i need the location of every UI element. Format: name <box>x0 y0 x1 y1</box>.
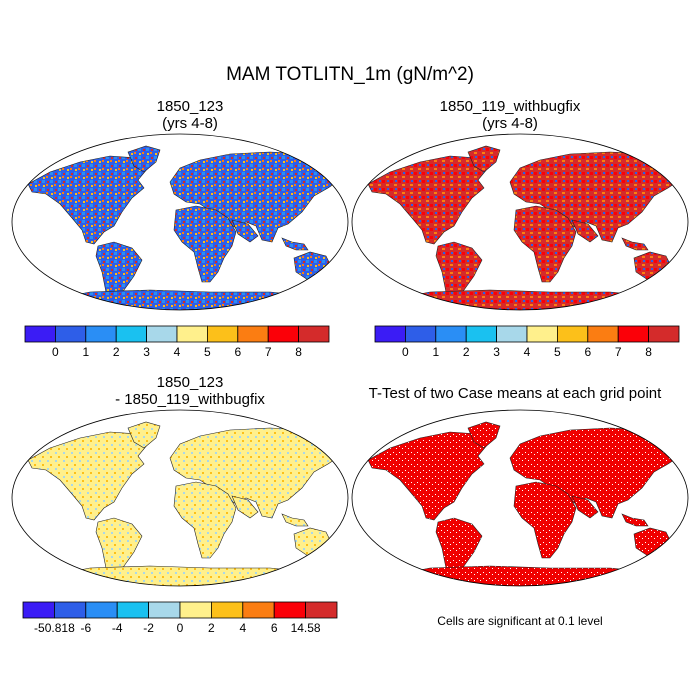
colorbar-label: 1 <box>432 345 439 359</box>
panel-title-top-right-line1: 1850_119_withbugfix <box>439 98 581 115</box>
colorbar-label: 5 <box>554 345 561 359</box>
colorbar-swatch <box>146 325 178 343</box>
colorbar-swatch <box>242 601 275 619</box>
colorbar-label: 2 <box>113 345 120 359</box>
panel-title-bottom-left-line1: 1850_123 <box>156 374 224 391</box>
map-bottom-right <box>351 409 689 587</box>
colorbar-label: 14.58 <box>291 621 321 635</box>
significance-note: Cells are significant at 0.1 level <box>437 614 603 628</box>
colorbar-swatch <box>587 325 619 343</box>
colorbar-label: 8 <box>645 345 652 359</box>
colorbar-swatch <box>526 325 558 343</box>
colorbar-label: 4 <box>239 621 246 635</box>
colorbar-swatch <box>179 601 212 619</box>
colorbar-swatch <box>374 325 406 343</box>
colorbar-swatch <box>206 325 239 343</box>
colorbar-label: 1 <box>82 345 89 359</box>
map-bottom-left <box>11 409 349 587</box>
panel-title-top-left: 1850_123 (yrs 4-8) <box>20 98 360 132</box>
map-top-right <box>351 133 689 311</box>
colorbar-label: 6 <box>271 621 278 635</box>
colorbar-swatch <box>85 601 118 619</box>
colorbar-swatch <box>405 325 437 343</box>
colorbar-label: 6 <box>584 345 591 359</box>
colorbar-label: -4 <box>112 621 123 635</box>
colorbar-swatch <box>176 325 208 343</box>
panel-title-bottom-right: T-Test of two Case means at each grid po… <box>368 385 662 402</box>
colorbar-label: 7 <box>265 345 272 359</box>
colorbar-label: 7 <box>615 345 622 359</box>
colorbar-label: 0 <box>402 345 409 359</box>
colorbar-label: 5 <box>204 345 211 359</box>
colorbar-label: 2 <box>463 345 470 359</box>
colorbar-difference: -50.818 -6 -4 -2 0 2 4 6 14.58 <box>22 601 338 635</box>
colorbar-label: 3 <box>143 345 150 359</box>
colorbar-swatch <box>148 601 181 619</box>
colorbar-swatch <box>496 325 528 343</box>
panel-title-top-left-line1: 1850_123 <box>156 98 224 115</box>
panel-title-top-left-line2: (yrs 4-8) <box>162 115 218 132</box>
figure-title: MAM TOTLITN_1m (gN/m^2) <box>226 64 474 85</box>
colorbar-label: 6 <box>234 345 241 359</box>
colorbar-swatch <box>115 325 147 343</box>
colorbar-swatch <box>55 325 87 343</box>
colorbar-top-left: 0 1 2 3 4 5 6 7 8 <box>24 325 330 359</box>
colorbar-swatch <box>298 325 330 343</box>
colorbar-swatch <box>54 601 87 619</box>
colorbar-swatch <box>465 325 497 343</box>
colorbar-label: 3 <box>493 345 500 359</box>
colorbar-swatch <box>617 325 649 343</box>
colorbar-swatch <box>556 325 589 343</box>
panel-title-top-right-line2: (yrs 4-8) <box>482 115 538 132</box>
colorbar-swatch <box>273 601 306 619</box>
colorbar-swatch <box>24 325 56 343</box>
colorbar-label: 8 <box>295 345 302 359</box>
colorbar-top-right: 0 1 2 3 4 5 6 7 8 <box>374 325 680 359</box>
colorbar-label: 4 <box>524 345 531 359</box>
colorbar-swatch <box>267 325 299 343</box>
colorbar-swatch <box>305 601 338 619</box>
colorbar-label: 4 <box>174 345 181 359</box>
colorbar-label: -6 <box>80 621 91 635</box>
panel-title-top-right: 1850_119_withbugfix (yrs 4-8) <box>340 98 680 132</box>
colorbar-swatch <box>237 325 269 343</box>
colorbar-swatch <box>85 325 117 343</box>
colorbar-swatch <box>210 601 244 619</box>
colorbar-swatch <box>648 325 680 343</box>
colorbar-label: -2 <box>143 621 154 635</box>
colorbar-label: 0 <box>52 345 59 359</box>
map-top-left <box>11 133 349 311</box>
colorbar-label: -50.818 <box>34 621 75 635</box>
panel-title-bottom-left: 1850_123 - 1850_119_withbugfix <box>20 374 360 408</box>
panel-title-bottom-left-line2: - 1850_119_withbugfix <box>115 391 265 408</box>
colorbar-swatch <box>116 601 149 619</box>
colorbar-label: 0 <box>177 621 184 635</box>
colorbar-swatch <box>435 325 467 343</box>
colorbar-label: 2 <box>208 621 215 635</box>
colorbar-swatch <box>22 601 55 619</box>
